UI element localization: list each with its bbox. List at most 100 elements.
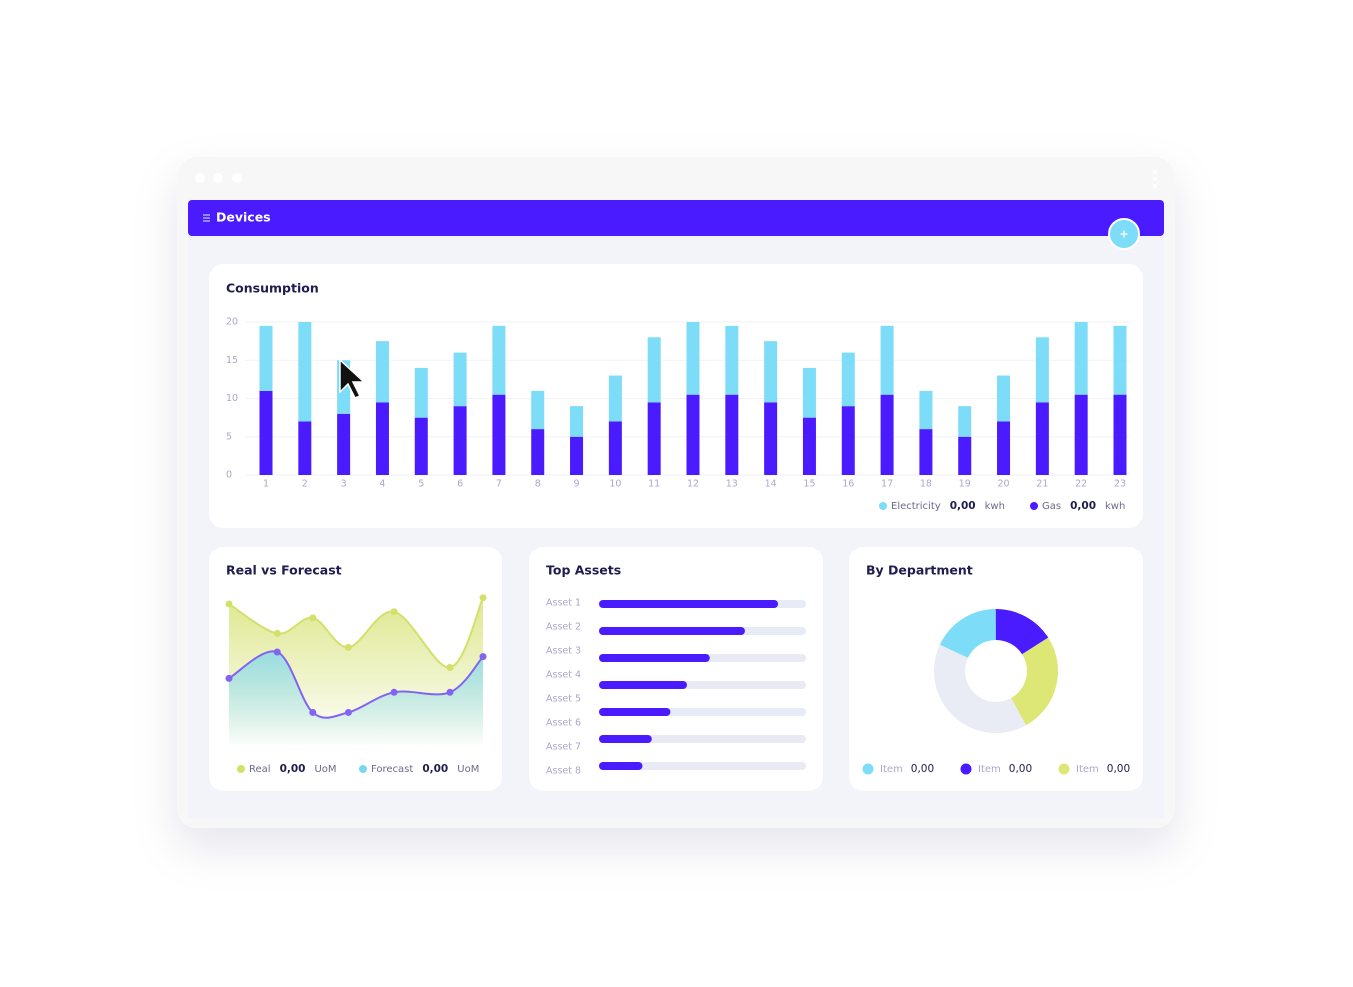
point	[390, 688, 398, 696]
legend-dot	[237, 765, 245, 773]
x-tick-label: 11	[648, 479, 660, 490]
legend-label: Real	[249, 764, 271, 775]
point	[390, 608, 398, 616]
bar	[599, 654, 710, 662]
legend-value: 0,00	[950, 500, 976, 512]
point	[479, 653, 487, 661]
bar-segment	[686, 394, 700, 475]
x-tick-label: 5	[418, 479, 424, 490]
y-tick-label: 20	[226, 317, 238, 328]
bar-segment	[337, 413, 351, 475]
legend-unit: UoM	[314, 764, 336, 775]
window-dot	[213, 173, 223, 183]
legend-label: Forecast	[371, 764, 413, 775]
point	[273, 629, 281, 637]
bar-segment	[414, 417, 428, 475]
bar-segment	[570, 406, 584, 437]
bar-segment	[608, 375, 622, 422]
bar-segment	[375, 341, 389, 403]
bar-segment	[958, 436, 972, 475]
bar-segment	[570, 436, 584, 475]
y-tick-label: 0	[226, 470, 232, 481]
window-dot	[232, 173, 242, 183]
bar-segment	[841, 406, 855, 475]
legend-dot	[359, 765, 367, 773]
legend-value: 0,00	[1107, 763, 1130, 775]
bar-segment	[919, 390, 933, 430]
mouse-cursor	[339, 358, 366, 399]
legend-value: 0,00	[280, 763, 306, 775]
point	[225, 674, 233, 682]
category-label: Asset 2	[546, 622, 581, 633]
category-label: Asset 4	[546, 670, 581, 681]
x-tick-label: 7	[496, 479, 502, 490]
x-tick-label: 4	[379, 479, 385, 490]
window-dot	[195, 173, 205, 183]
category-label: Asset 7	[546, 742, 581, 753]
bar	[599, 762, 643, 770]
bar	[599, 735, 652, 743]
x-tick-label: 18	[920, 479, 932, 490]
bar-segment	[841, 352, 855, 407]
x-tick-label: 10	[609, 479, 621, 490]
bar-track	[599, 762, 806, 770]
x-tick-label: 22	[1075, 479, 1087, 490]
x-tick-label: 12	[687, 479, 699, 490]
x-tick-label: 21	[1036, 479, 1048, 490]
point	[479, 594, 487, 602]
point	[344, 643, 352, 651]
category-label: Asset 3	[546, 646, 581, 657]
x-tick-label: 17	[881, 479, 893, 490]
bar-segment	[414, 367, 428, 418]
point	[446, 688, 454, 696]
bar-segment	[880, 325, 894, 395]
menu-icon[interactable]	[203, 214, 210, 222]
chart-title: By Department	[866, 563, 973, 578]
x-tick-label: 19	[959, 479, 971, 490]
legend-dot	[862, 763, 874, 775]
bar-segment	[531, 390, 545, 430]
bar	[599, 681, 687, 689]
bar-segment	[1074, 394, 1088, 475]
category-label: Asset 8	[546, 766, 581, 777]
legend-label: Electricity	[891, 501, 941, 512]
bar-segment	[1035, 337, 1049, 403]
bar-segment	[764, 402, 778, 475]
point	[225, 600, 233, 608]
donut-segment	[1011, 637, 1058, 726]
x-tick-label: 2	[302, 479, 308, 490]
bar-segment	[686, 322, 700, 395]
point	[309, 708, 317, 716]
legend-dot	[879, 502, 887, 510]
x-tick-label: 23	[1114, 479, 1126, 490]
donut-segment	[995, 609, 1049, 655]
legend-label: Item	[1076, 764, 1099, 775]
bar-segment	[802, 367, 816, 418]
donut-segment	[934, 644, 1027, 734]
chart-title: Consumption	[226, 281, 319, 296]
bar	[599, 708, 671, 716]
window-menu[interactable]	[1153, 170, 1157, 188]
x-tick-label: 6	[457, 479, 463, 490]
bar-segment	[802, 417, 816, 475]
point	[344, 708, 352, 716]
legend-label: Item	[978, 764, 1001, 775]
x-tick-label: 15	[803, 479, 815, 490]
bar-segment	[259, 390, 273, 475]
legend-dot	[1058, 763, 1070, 775]
bar-segment	[880, 394, 894, 475]
bar-segment	[1035, 402, 1049, 475]
bar-segment	[492, 325, 506, 395]
legend-unit: kwh	[985, 501, 1005, 512]
bar-segment	[298, 421, 312, 475]
y-tick-label: 5	[226, 431, 232, 442]
card	[209, 264, 1143, 528]
y-tick-label: 10	[226, 393, 238, 404]
x-tick-label: 8	[535, 479, 541, 490]
donut-segment	[939, 609, 996, 658]
x-tick-label: 3	[341, 479, 347, 490]
chart-title: Real vs Forecast	[226, 563, 342, 578]
x-tick-label: 1	[263, 479, 269, 490]
